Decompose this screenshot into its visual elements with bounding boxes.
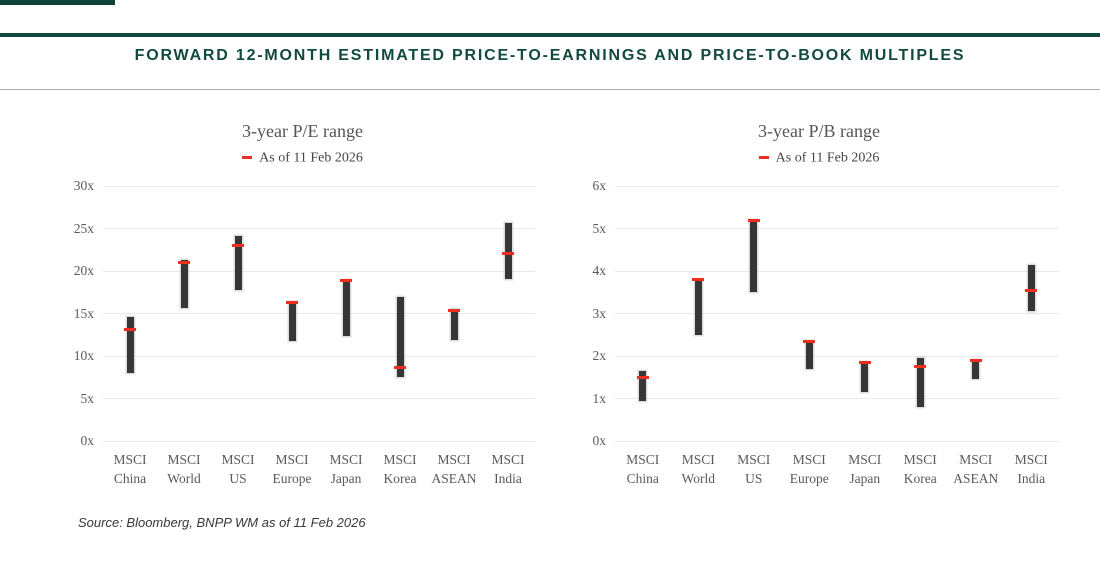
as-of-marker [502,251,514,255]
y-tick-label: 1x [592,390,607,406]
y-tick-label: 30x [73,178,94,193]
y-tick-label: 3x [592,305,607,321]
gridline [615,228,1059,229]
gridline [615,313,1059,314]
range-bar [750,220,758,293]
as-of-marker [124,328,136,332]
as-of-marker [286,300,298,304]
as-of-marker [636,375,649,379]
x-category-label: MSCI China [113,452,147,486]
gridline [103,228,535,229]
as-of-marker [1025,288,1038,292]
x-category-label: MSCI US [221,452,255,486]
x-category-label: MSCI Korea [903,452,937,486]
pe-plot-area: 0x 5x 10x 15x 20x 25x 30x MSCI China MSCI World MSC… [74,178,535,486]
gridline [615,355,1059,357]
x-category-label: MSCI Korea [383,452,417,486]
gridline [615,185,1059,187]
as-of-marker [803,339,816,343]
pe-chart-legend: As of 11 Feb 2026 [60,148,545,168]
x-category-label: MSCI Europe [272,452,312,486]
header-underline [0,89,1100,90]
range-bar [180,259,188,308]
range-bar [126,316,134,373]
range-bar [1027,264,1035,312]
x-category-label: MSCI World [681,452,715,486]
gridline [615,440,1059,442]
pb-plot-area: 0x 1x 2x 3x 4x 5x 6x MSCI China MSCI World MSCI US MS… [593,178,1059,486]
y-tick-label: 5x [592,220,607,236]
x-category-label: MSCI India [491,452,525,486]
range-bar [234,236,242,290]
gridline [103,440,535,442]
y-tick-label: 0x [592,433,607,448]
gridline [103,270,535,272]
page-title: FORWARD 12-MONTH ESTIMATED PRICE-TO-EARN… [134,47,966,64]
legend-dash-icon [758,155,769,159]
x-category-label: MSCI US [737,452,771,486]
as-of-marker [747,218,760,222]
x-category-label: MSCI Japan [329,452,363,486]
range-bar [694,279,702,335]
x-category-label: MSCI China [626,452,660,486]
y-tick-label: 2x [592,348,607,363]
legend-label: As of 11 Feb 2026 [259,150,363,166]
as-of-marker [914,365,927,369]
range-bar [504,222,512,279]
as-of-marker [340,278,352,282]
as-of-marker [969,358,982,362]
x-category-label: MSCI ASEAN [953,452,999,486]
header-top-rule [0,33,1100,37]
as-of-marker [448,308,460,312]
y-tick-label: 4x [592,263,607,278]
gridline [103,355,535,357]
x-category-label: MSCI ASEAN [431,452,477,486]
pe-chart-title: 3-year P/E range [242,121,363,141]
y-tick-label: 25x [73,220,94,236]
pb-range-chart: 3-year P/B range As of 11 Feb 2026 0x 1x 2… [573,118,1065,486]
pb-chart-legend: As of 11 Feb 2026 [573,148,1065,168]
as-of-marker [692,278,705,281]
gridline [103,398,535,399]
pb-chart-title: 3-year P/B range [758,121,880,141]
range-bar [861,362,869,393]
gridline [615,398,1059,399]
range-bar [972,360,980,380]
x-category-label: MSCI Europe [789,452,829,486]
range-bar [396,297,404,378]
top-edge-line-fragment [0,0,115,5]
legend-dash-icon [242,155,253,159]
source-note: Source: Bloomberg, BNPP WM as of 11 Feb … [78,515,366,530]
y-tick-label: 0x [80,433,95,448]
x-category-label: MSCI Japan [848,452,882,486]
range-bar [805,341,813,369]
gridline [103,185,535,187]
gridline [615,270,1059,272]
range-bar [450,309,458,340]
y-tick-label: 15x [73,305,94,321]
range-bar [916,358,924,407]
as-of-marker [178,261,190,264]
x-category-label: MSCI World [167,452,201,486]
legend-label: As of 11 Feb 2026 [775,150,880,166]
y-tick-label: 20x [73,263,94,278]
y-tick-label: 5x [80,390,95,406]
y-tick-label: 6x [592,178,607,193]
y-tick-label: 10x [73,348,94,363]
as-of-marker [858,360,871,364]
gridline [103,313,535,314]
range-bar [342,279,350,336]
as-of-marker [394,365,406,369]
as-of-marker [232,244,244,247]
range-bar [288,301,296,341]
pe-range-chart: 3-year P/E range As of 11 Feb 2026 0x 5x 1… [60,118,545,486]
range-bar [639,370,647,401]
x-category-label: MSCI India [1014,452,1048,486]
